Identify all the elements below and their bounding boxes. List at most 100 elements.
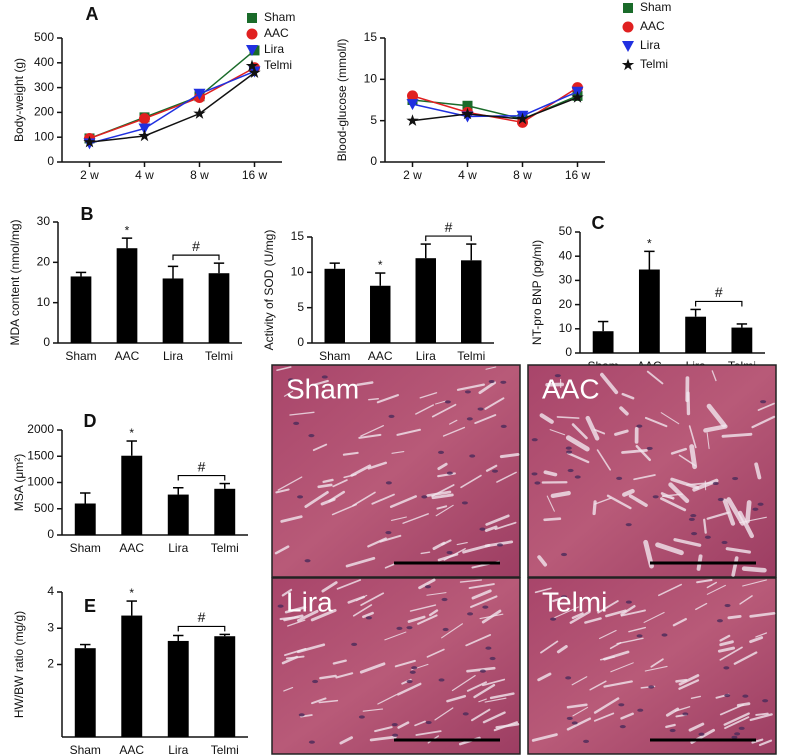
tissue-streak <box>556 416 580 419</box>
legend-marker <box>247 13 257 23</box>
bar <box>116 248 138 343</box>
y-tick-label: 5 <box>370 113 377 127</box>
tissue-streak <box>741 566 767 573</box>
nucleus <box>365 616 372 620</box>
significance-bracket <box>695 300 743 307</box>
legend-marker <box>246 28 258 40</box>
tissue-streak <box>296 609 319 622</box>
tissue-streak <box>621 392 635 400</box>
tissue-streak <box>494 521 517 531</box>
micrograph-label: Sham <box>286 373 359 404</box>
nucleus <box>561 595 568 599</box>
tissue-streak <box>478 698 487 703</box>
legend-label: Telmi <box>640 57 668 71</box>
marker <box>517 116 528 128</box>
nucleus <box>409 670 416 674</box>
y-tick-label: 4 <box>47 584 54 598</box>
tissue-streak <box>466 666 496 673</box>
y-tick-label: 15 <box>291 229 305 243</box>
nucleus <box>297 495 304 499</box>
tissue-streak <box>616 637 644 645</box>
tissue-streak <box>706 584 726 595</box>
tissue-streak <box>592 500 597 516</box>
bar <box>167 640 189 737</box>
nucleus <box>574 475 581 479</box>
tissue-streak <box>318 699 339 704</box>
y-tick-label: 10 <box>37 295 51 309</box>
tissue-streak <box>462 543 491 554</box>
tissue-streak <box>537 672 552 682</box>
x-tick-label: AAC <box>119 743 144 756</box>
significance-bracket <box>172 254 220 261</box>
nucleus <box>724 693 731 698</box>
tissue-streak <box>757 402 775 411</box>
nucleus <box>550 617 557 621</box>
nucleus <box>277 604 284 608</box>
tissue-streak <box>276 366 292 371</box>
tissue-streak <box>289 411 315 416</box>
tissue-streak <box>321 581 338 593</box>
tissue-streak <box>434 707 454 721</box>
tissue-streak <box>721 432 753 438</box>
series-line <box>89 70 255 145</box>
legend-label: Telmi <box>264 58 292 72</box>
nucleus <box>482 605 489 609</box>
tissue-streak <box>593 428 606 435</box>
tissue-streak <box>556 645 568 654</box>
tissue-streak <box>371 493 395 505</box>
nucleus <box>531 472 538 476</box>
tissue-streak <box>359 662 386 674</box>
nucleus <box>688 517 695 522</box>
tissue-streak <box>644 665 668 672</box>
tissue-streak <box>723 712 750 726</box>
tissue-streak <box>619 406 629 416</box>
tissue-streak <box>275 488 290 494</box>
marker <box>516 112 529 125</box>
tissue-streak <box>643 611 665 623</box>
tissue-streak <box>468 583 495 590</box>
tissue-streak <box>284 606 307 614</box>
micrograph-label: Lira <box>286 586 333 617</box>
nucleus <box>441 597 448 602</box>
y-tick-label: 20 <box>37 255 51 269</box>
tissue-streak <box>426 592 447 596</box>
marker <box>461 107 474 120</box>
y-axis-label: Activity of SOD (U/mg) <box>262 230 276 351</box>
tissue-streak <box>719 634 731 642</box>
x-tick-label: Sham <box>319 349 350 363</box>
marker <box>193 107 206 119</box>
tissue-streak <box>749 636 764 644</box>
nucleus <box>500 380 507 384</box>
tissue-streak <box>543 470 558 477</box>
tissue-streak <box>531 733 558 742</box>
tissue-streak <box>703 518 707 534</box>
nucleus <box>554 374 561 378</box>
nucleus <box>723 666 730 670</box>
tissue-streak <box>473 683 496 699</box>
tissue-streak <box>391 451 405 454</box>
nucleus <box>717 497 724 502</box>
tissue-streak <box>437 553 459 562</box>
x-tick-label: Lira <box>168 743 188 756</box>
significance-bracket <box>177 474 226 481</box>
tissue-streak <box>622 488 635 497</box>
nucleus <box>442 627 449 632</box>
tissue-streak <box>419 392 438 399</box>
nucleus <box>421 495 428 499</box>
nucleus <box>406 626 413 630</box>
tissue-streak <box>285 655 305 660</box>
y-tick-label: 20 <box>559 297 573 311</box>
tissue-streak <box>313 379 329 386</box>
tissue-streak <box>603 650 630 661</box>
tissue-streak <box>414 720 426 727</box>
tissue-streak <box>415 730 442 736</box>
tissue-streak <box>628 626 647 633</box>
tissue-streak <box>606 494 632 510</box>
legend-label: Sham <box>264 10 295 24</box>
tissue-streak <box>686 481 715 486</box>
tissue-streak <box>397 721 410 729</box>
tissue-streak <box>695 602 708 611</box>
tissue-streak <box>396 682 422 696</box>
tissue-streak <box>376 394 399 404</box>
tissue-streak <box>384 631 407 641</box>
